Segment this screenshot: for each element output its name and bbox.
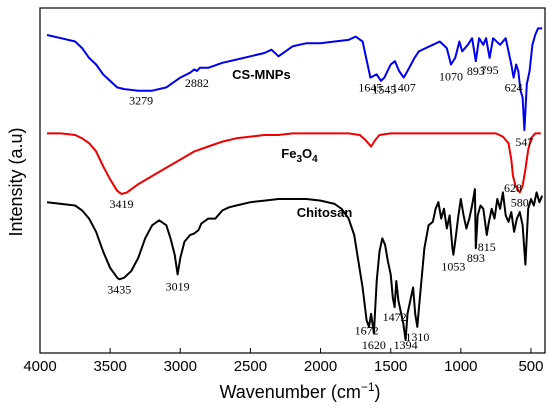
peak-label-cs-mnps-3279: 3279 bbox=[129, 94, 153, 108]
x-tick-label-2000: 2000 bbox=[304, 358, 337, 375]
peak-label-chitosan-1672: 1672 bbox=[355, 323, 379, 337]
peak-label-chitosan-815: 815 bbox=[478, 240, 496, 254]
peak-label-cs-mnps-1545: 1545 bbox=[372, 83, 396, 97]
peak-label-cs-mnps-624: 624 bbox=[505, 81, 523, 95]
peak-label-chitosan-1472: 1472 bbox=[383, 310, 407, 324]
series-line-chitosan bbox=[46, 188, 544, 341]
peak-label-cs-mnps-1407: 1407 bbox=[392, 81, 416, 95]
peak-label-chitosan-893: 893 bbox=[467, 251, 485, 265]
peak-label-fe3o4-580: 580 bbox=[511, 195, 529, 209]
peak-label-cs-mnps-1070: 1070 bbox=[439, 69, 463, 83]
x-axis-title: Wavenumber (cm−1) bbox=[219, 380, 380, 402]
x-axis-title-main: Wavenumber (cm bbox=[219, 382, 360, 402]
x-tick-label-1000: 1000 bbox=[444, 358, 477, 375]
x-tick-label-1500: 1500 bbox=[374, 358, 407, 375]
peak-label-cs-mnps-795: 795 bbox=[481, 63, 499, 77]
peak-label-chitosan-3019: 3019 bbox=[166, 279, 190, 293]
peak-label-chitosan-1310: 1310 bbox=[405, 330, 429, 344]
y-axis-title: Intensity (a.u) bbox=[6, 127, 26, 236]
series-name-label-1: Fe3O4 bbox=[281, 146, 318, 165]
peak-label-chitosan-3435: 3435 bbox=[107, 282, 131, 296]
peak-label-cs-mnps-2882: 2882 bbox=[185, 76, 209, 90]
x-axis-title-end: ) bbox=[375, 382, 381, 402]
plot-frame bbox=[39, 7, 546, 354]
peak-label-fe3o4-628: 628 bbox=[504, 181, 522, 195]
x-tick-label-500: 500 bbox=[518, 358, 543, 375]
peak-label-cs-mnps-547: 547 bbox=[515, 135, 533, 149]
x-axis: 4000 3500 3000 2500 2000 1500 1000 500 bbox=[23, 348, 543, 375]
series-line-cs-mnps bbox=[46, 27, 543, 132]
peak-label-chitosan-1053: 1053 bbox=[441, 260, 465, 274]
peak-label-chitosan-1620: 1620 bbox=[362, 338, 386, 352]
x-tick-label-4000: 4000 bbox=[23, 358, 56, 375]
peak-label-fe3o4-3419: 3419 bbox=[110, 197, 134, 211]
peak-label-cs-mnps-893: 893 bbox=[467, 64, 485, 78]
series-name-label-0: CS-MNPs bbox=[232, 67, 291, 82]
series-name-label-2: Chitosan bbox=[297, 205, 353, 220]
x-tick-label-2500: 2500 bbox=[234, 358, 267, 375]
series-label-layer: CS-MNPs Fe3O4 Chitosan bbox=[232, 67, 352, 220]
peak-label-chitosan-1394: 1394 bbox=[394, 338, 418, 352]
series-layer bbox=[46, 27, 544, 341]
series-line-fe3o4 bbox=[47, 132, 541, 195]
x-axis-title-superscript: −1 bbox=[361, 380, 375, 394]
x-tick-label-3000: 3000 bbox=[164, 358, 197, 375]
peak-label-cs-mnps-1645: 1645 bbox=[358, 81, 382, 95]
x-tick-label-3500: 3500 bbox=[93, 358, 126, 375]
